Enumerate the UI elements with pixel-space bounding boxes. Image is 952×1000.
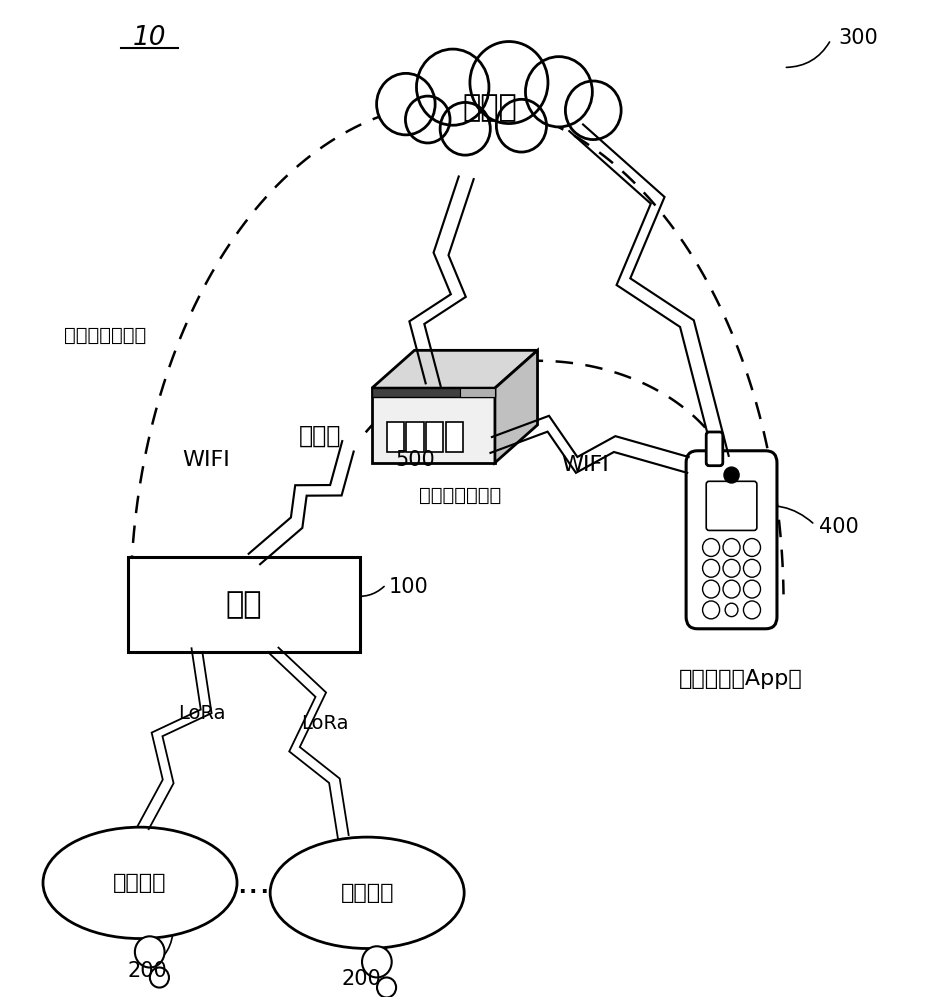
Text: 家居设备: 家居设备 — [113, 873, 167, 893]
Text: WIFI: WIFI — [183, 450, 230, 470]
Circle shape — [377, 977, 396, 998]
Circle shape — [406, 96, 450, 143]
Circle shape — [149, 968, 169, 988]
Circle shape — [362, 946, 391, 977]
Circle shape — [744, 580, 761, 598]
Text: 10: 10 — [132, 25, 167, 51]
Circle shape — [565, 81, 621, 140]
Text: 200: 200 — [342, 969, 382, 989]
Polygon shape — [387, 422, 404, 452]
Circle shape — [723, 559, 740, 577]
Text: 200: 200 — [128, 961, 168, 981]
Circle shape — [725, 603, 738, 617]
Circle shape — [703, 580, 720, 598]
FancyBboxPatch shape — [686, 451, 777, 629]
Polygon shape — [372, 388, 495, 463]
FancyBboxPatch shape — [706, 481, 757, 530]
Circle shape — [416, 49, 489, 125]
Text: LoRa: LoRa — [301, 714, 348, 733]
Text: 500: 500 — [395, 450, 435, 470]
Text: 终端设备（App）: 终端设备（App） — [679, 669, 803, 689]
Circle shape — [744, 601, 761, 619]
Text: （局域网路径）: （局域网路径） — [419, 486, 502, 505]
Polygon shape — [407, 422, 424, 452]
Polygon shape — [426, 422, 444, 452]
Text: 100: 100 — [389, 577, 428, 597]
Circle shape — [744, 559, 761, 577]
Text: 网关: 网关 — [226, 590, 263, 619]
Polygon shape — [129, 557, 360, 652]
Circle shape — [135, 936, 165, 968]
Circle shape — [724, 467, 739, 483]
Polygon shape — [461, 388, 495, 397]
Circle shape — [526, 57, 592, 127]
Circle shape — [723, 539, 740, 556]
Text: LoRa: LoRa — [178, 704, 226, 723]
Circle shape — [377, 73, 435, 135]
Circle shape — [703, 539, 720, 556]
Text: 路由器: 路由器 — [299, 423, 341, 447]
Ellipse shape — [270, 837, 465, 948]
Polygon shape — [372, 350, 538, 388]
Text: 300: 300 — [839, 28, 879, 48]
Circle shape — [723, 580, 740, 598]
Polygon shape — [446, 422, 463, 452]
Ellipse shape — [43, 827, 237, 939]
Text: 家居设备: 家居设备 — [341, 883, 394, 903]
Text: 服务器: 服务器 — [463, 93, 518, 122]
Text: （广域网路径）: （广域网路径） — [65, 326, 147, 345]
Polygon shape — [372, 388, 495, 397]
Circle shape — [470, 42, 548, 124]
Polygon shape — [495, 350, 538, 463]
Circle shape — [703, 601, 720, 619]
Circle shape — [440, 102, 490, 155]
FancyBboxPatch shape — [706, 432, 723, 466]
Circle shape — [703, 559, 720, 577]
Circle shape — [744, 539, 761, 556]
Text: 400: 400 — [819, 517, 859, 537]
Circle shape — [496, 99, 546, 152]
Text: ...: ... — [236, 866, 270, 900]
Text: WIFI: WIFI — [561, 455, 608, 475]
